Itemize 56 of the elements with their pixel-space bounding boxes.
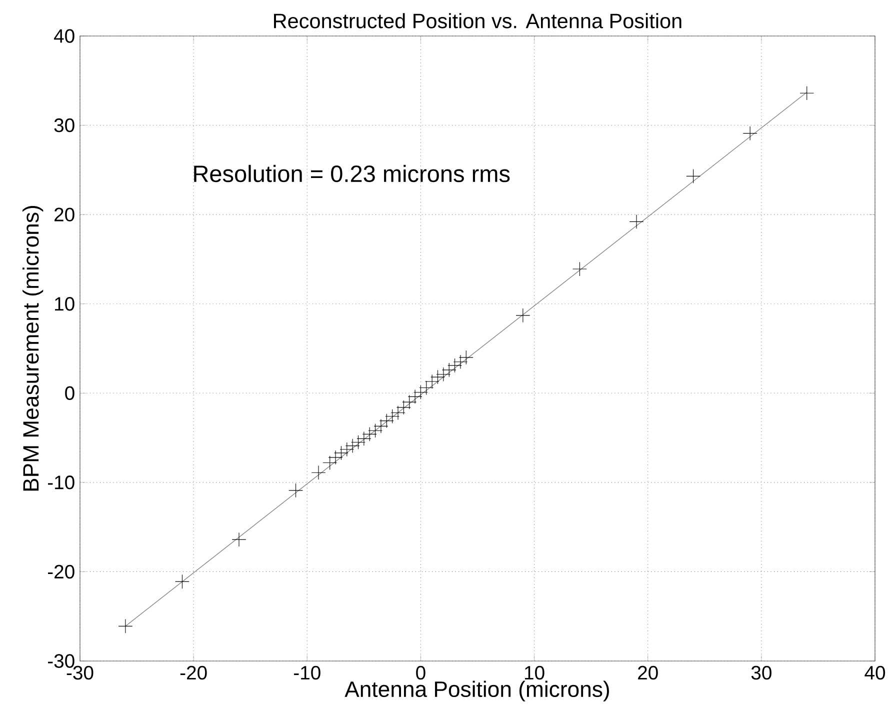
y-tick-label: 0 bbox=[65, 386, 74, 400]
y-tick-label: 20 bbox=[54, 208, 74, 222]
point bbox=[629, 214, 644, 229]
point bbox=[572, 262, 587, 276]
point bbox=[322, 456, 338, 470]
point bbox=[414, 385, 428, 400]
point bbox=[436, 367, 451, 382]
point bbox=[390, 406, 406, 420]
point bbox=[351, 435, 366, 450]
x-tick-label: 10 bbox=[524, 666, 544, 680]
point bbox=[379, 414, 394, 428]
point bbox=[442, 362, 456, 378]
point bbox=[402, 394, 417, 410]
point bbox=[419, 380, 434, 395]
point bbox=[374, 418, 388, 434]
point bbox=[232, 532, 246, 547]
y-tick-label: 30 bbox=[54, 118, 74, 132]
point bbox=[430, 370, 445, 384]
x-tick-label: 0 bbox=[416, 666, 426, 680]
point bbox=[118, 618, 133, 634]
y-tick-label: 10 bbox=[55, 296, 74, 311]
x-tick-label: -10 bbox=[294, 666, 320, 680]
point bbox=[385, 409, 400, 424]
x-axis-title: Antenna Position (microns) bbox=[344, 680, 609, 702]
x-tick-label: -30 bbox=[66, 666, 94, 680]
x-tick-label: 30 bbox=[751, 666, 772, 680]
point bbox=[458, 350, 474, 365]
x-tick-label: -20 bbox=[180, 666, 207, 680]
chart-title: Reconstructed Position vs. Antenna Position bbox=[274, 13, 682, 28]
point bbox=[356, 431, 372, 446]
point bbox=[516, 308, 530, 323]
point bbox=[800, 86, 814, 100]
point bbox=[311, 465, 326, 480]
annotation: Resolution = 0.23 microns rms bbox=[194, 164, 510, 182]
point bbox=[453, 354, 468, 370]
y-tick-label: -30 bbox=[48, 654, 74, 668]
point bbox=[686, 168, 700, 184]
y-tick-label: 40 bbox=[54, 29, 74, 43]
point bbox=[328, 450, 343, 465]
point bbox=[345, 438, 360, 454]
y-tick-label: -10 bbox=[48, 476, 74, 490]
point bbox=[334, 446, 348, 460]
point bbox=[340, 442, 354, 457]
point bbox=[408, 390, 422, 404]
point bbox=[175, 574, 190, 589]
y-axis-title: BPM Measurement (microns) bbox=[22, 206, 44, 491]
point bbox=[448, 358, 462, 373]
point bbox=[424, 374, 440, 389]
point bbox=[288, 483, 303, 498]
point bbox=[742, 126, 758, 141]
x-tick-label: 20 bbox=[638, 666, 658, 680]
y-tick-label: -20 bbox=[48, 564, 74, 579]
x-tick-label: 40 bbox=[864, 666, 886, 680]
point bbox=[396, 400, 411, 415]
point bbox=[368, 423, 382, 438]
point bbox=[362, 427, 377, 442]
